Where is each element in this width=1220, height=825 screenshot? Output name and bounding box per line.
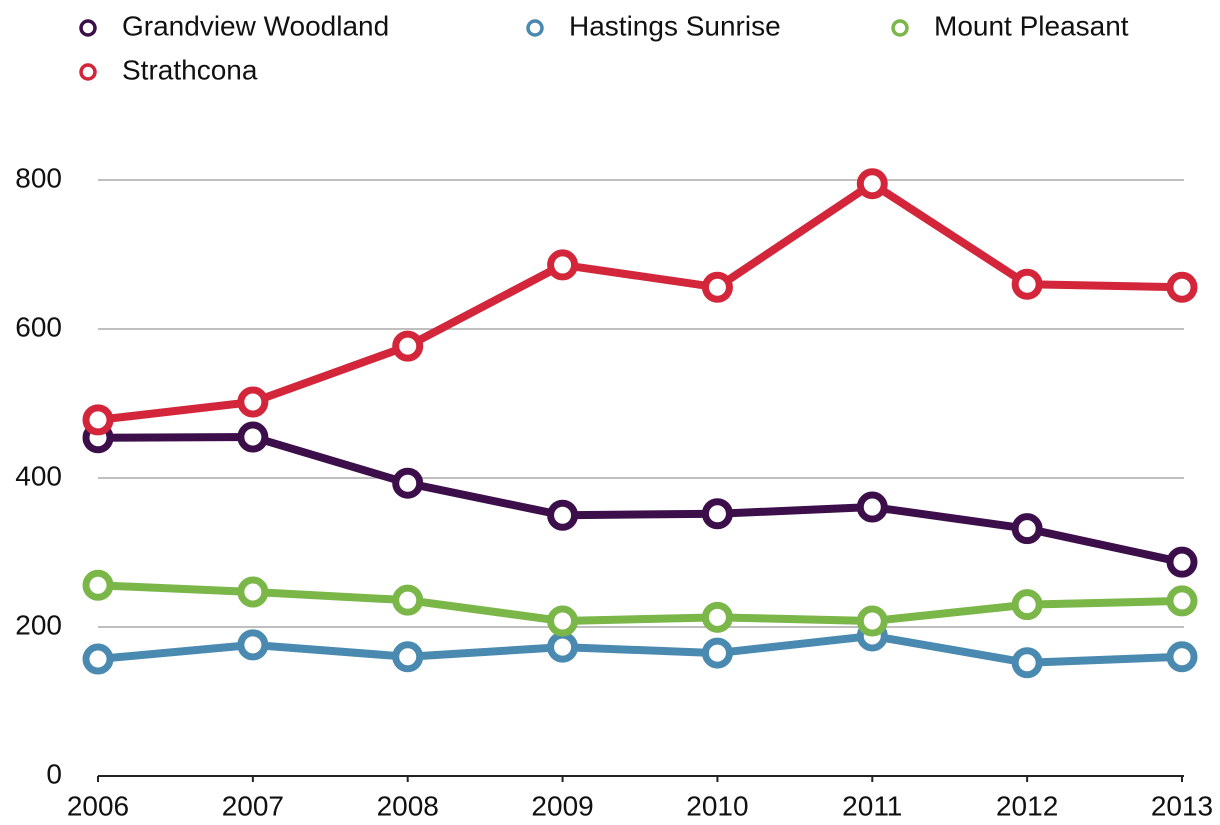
y-tick-label: 200 bbox=[15, 609, 62, 640]
data-point bbox=[237, 629, 269, 661]
legend-marker bbox=[526, 19, 544, 37]
data-point bbox=[1011, 268, 1043, 300]
data-point bbox=[701, 271, 733, 303]
data-point bbox=[237, 386, 269, 418]
data-point bbox=[82, 643, 114, 675]
x-tick-label: 2010 bbox=[686, 790, 748, 821]
data-point bbox=[392, 584, 424, 616]
legend-label: Strathcona bbox=[122, 54, 258, 85]
data-point bbox=[547, 605, 579, 637]
x-tick-label: 2011 bbox=[842, 790, 902, 821]
series-line bbox=[97, 581, 1183, 626]
y-tick-label: 400 bbox=[15, 460, 62, 491]
data-point bbox=[1166, 271, 1198, 303]
series-line bbox=[97, 631, 1183, 667]
x-tick-label: 2009 bbox=[531, 790, 593, 821]
x-tick-label: 2008 bbox=[377, 790, 439, 821]
series-line bbox=[97, 433, 1183, 567]
data-point bbox=[392, 641, 424, 673]
legend-marker bbox=[891, 19, 909, 37]
legend-marker bbox=[79, 19, 97, 37]
data-point bbox=[701, 601, 733, 633]
data-point bbox=[1166, 546, 1198, 578]
data-point bbox=[82, 569, 114, 601]
data-point bbox=[392, 330, 424, 362]
x-tick-label: 2006 bbox=[67, 790, 129, 821]
legend-marker bbox=[79, 63, 97, 81]
x-tick-label: 2012 bbox=[996, 790, 1058, 821]
data-point bbox=[1166, 585, 1198, 617]
data-point bbox=[856, 605, 888, 637]
x-tick-label: 2013 bbox=[1151, 790, 1213, 821]
y-tick-label: 0 bbox=[46, 758, 62, 789]
x-tick-label: 2007 bbox=[222, 790, 284, 821]
legend-label: Hastings Sunrise bbox=[569, 10, 781, 41]
data-point bbox=[547, 249, 579, 281]
data-point bbox=[701, 498, 733, 530]
data-point bbox=[1011, 647, 1043, 679]
legend-label: Grandview Woodland bbox=[122, 10, 389, 41]
legend-label: Mount Pleasant bbox=[934, 10, 1129, 41]
data-point bbox=[237, 421, 269, 453]
data-point bbox=[856, 491, 888, 523]
data-point bbox=[82, 404, 114, 436]
y-tick-label: 600 bbox=[15, 311, 62, 342]
data-point bbox=[1011, 513, 1043, 545]
data-point bbox=[1166, 641, 1198, 673]
data-point bbox=[237, 576, 269, 608]
data-point bbox=[547, 631, 579, 663]
series-line bbox=[97, 179, 1183, 424]
data-point bbox=[1011, 589, 1043, 621]
y-tick-label: 800 bbox=[15, 162, 62, 193]
data-point bbox=[547, 499, 579, 531]
data-point bbox=[701, 637, 733, 669]
data-point bbox=[392, 467, 424, 499]
data-point bbox=[856, 168, 888, 200]
